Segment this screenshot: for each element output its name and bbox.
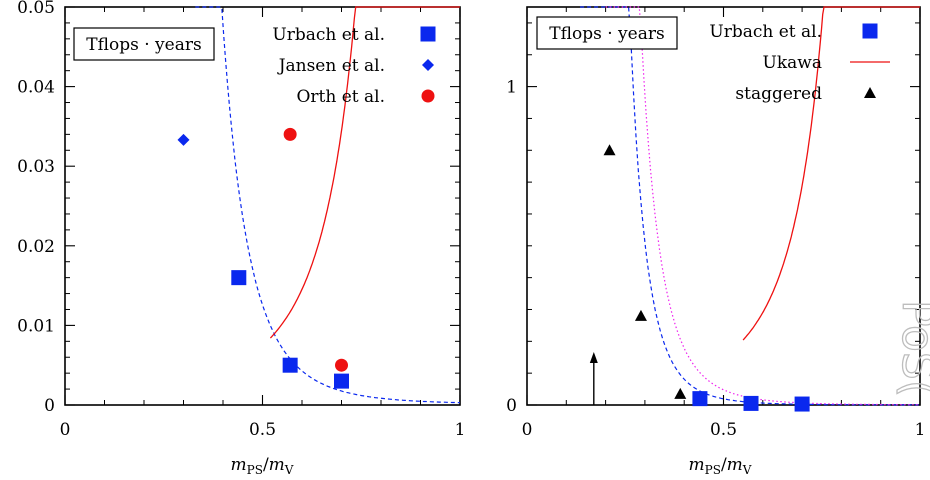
right-xlabel-sub2: V [742,463,752,477]
left-plot-frame [64,6,461,406]
left-legend-marker [421,89,435,103]
left-point-square [334,373,349,389]
left-ytick-label: 0.03 [17,157,55,177]
right-plot-frame [526,6,921,406]
left-xlabel-m1: m [231,455,247,475]
left-solid-fit-curve [269,6,460,339]
left-point-square [231,270,247,286]
left-xtick-label: 0 [60,420,71,440]
right-point-square [743,395,759,411]
left-point-square [282,357,298,373]
right-point-triangle [603,144,616,156]
left-legend-label: Urbach et al. [272,25,385,45]
right-box-label-text: Tflops · years [549,24,664,44]
right-xlabel-sep: / [721,455,727,475]
right-xlabel-sub1: PS [705,463,721,477]
left-legend-label: Jansen et al. [277,56,385,76]
left-legend: Urbach et al. Jansen et al. Orth et al. [272,25,436,107]
right-xtick-label: 1 [915,420,926,440]
left-data-points [177,127,349,389]
right-legend-marker [862,23,878,39]
right-ytick-label: 0 [506,396,517,416]
right-ticks [526,7,921,406]
right-dashed-fit-curve [580,6,920,406]
right-chart-panel: 0 0.5 1 0 1 Tflops · years Urbach et al. Ukaw… [506,6,925,477]
left-ytick-label: 0 [44,396,55,416]
right-legend: Urbach et al. Ukawa staggered [709,22,890,104]
arrow-head [589,352,598,364]
left-box-label-text: Tflops · years [86,35,201,55]
left-ytick-label: 0.04 [17,78,55,98]
right-legend-label: Ukawa [763,53,822,73]
right-legend-label: Urbach et al. [709,22,822,42]
right-ukawa-curve [742,6,920,341]
right-box-label: Tflops · years [536,16,678,50]
left-point-circle [335,358,348,372]
left-box-label: Tflops · years [73,27,215,61]
left-ytick-label: 0.02 [17,237,55,257]
right-tick-labels: 0 0.5 1 0 1 [506,78,925,440]
left-fit-curves [195,6,461,404]
pos-watermark-text: PoS( [892,300,930,397]
right-point-triangle [674,387,687,399]
left-ytick-label: 0.05 [17,0,55,18]
right-arrow-annotation [589,352,598,405]
left-legend-marker [420,26,436,42]
left-ytick-label: 0.01 [17,316,55,336]
left-tick-labels: 0 0.5 1 0 0.01 0.02 0.03 0.04 0.05 [17,0,465,440]
right-xtick-label: 0 [522,420,533,440]
right-fit-curves [580,6,920,406]
right-point-square [692,391,708,407]
left-ticks [64,6,461,406]
right-legend-marker [864,87,876,98]
right-xlabel-m1: m [689,455,705,475]
right-legend-label: staggered [735,84,822,104]
left-legend-marker [422,59,434,71]
left-chart-panel: 0 0.5 1 0 0.01 0.02 0.03 0.04 0.05 Tflops · year… [17,0,465,477]
left-xlabel-sep: / [263,455,269,475]
left-dashed-fit-curve [195,6,461,404]
left-x-axis-label: mPS/mV [231,455,294,477]
right-point-triangle [634,309,647,321]
right-xtick-label: 0.5 [710,420,737,440]
left-xlabel-m2: m [269,455,285,475]
right-xlabel-m2: m [727,455,743,475]
left-point-diamond [177,133,190,146]
left-xlabel-sub2: V [284,463,294,477]
right-point-square [794,396,810,412]
left-xlabel-sub1: PS [247,463,263,477]
right-ytick-label: 1 [506,78,517,98]
right-x-axis-label: mPS/mV [689,455,752,477]
left-xtick-label: 0.5 [249,420,276,440]
left-point-circle [283,127,297,141]
pos-watermark: PoS( [891,299,930,397]
left-legend-label: Orth et al. [296,87,385,107]
left-xtick-label: 1 [455,420,466,440]
right-data-points [603,144,810,412]
